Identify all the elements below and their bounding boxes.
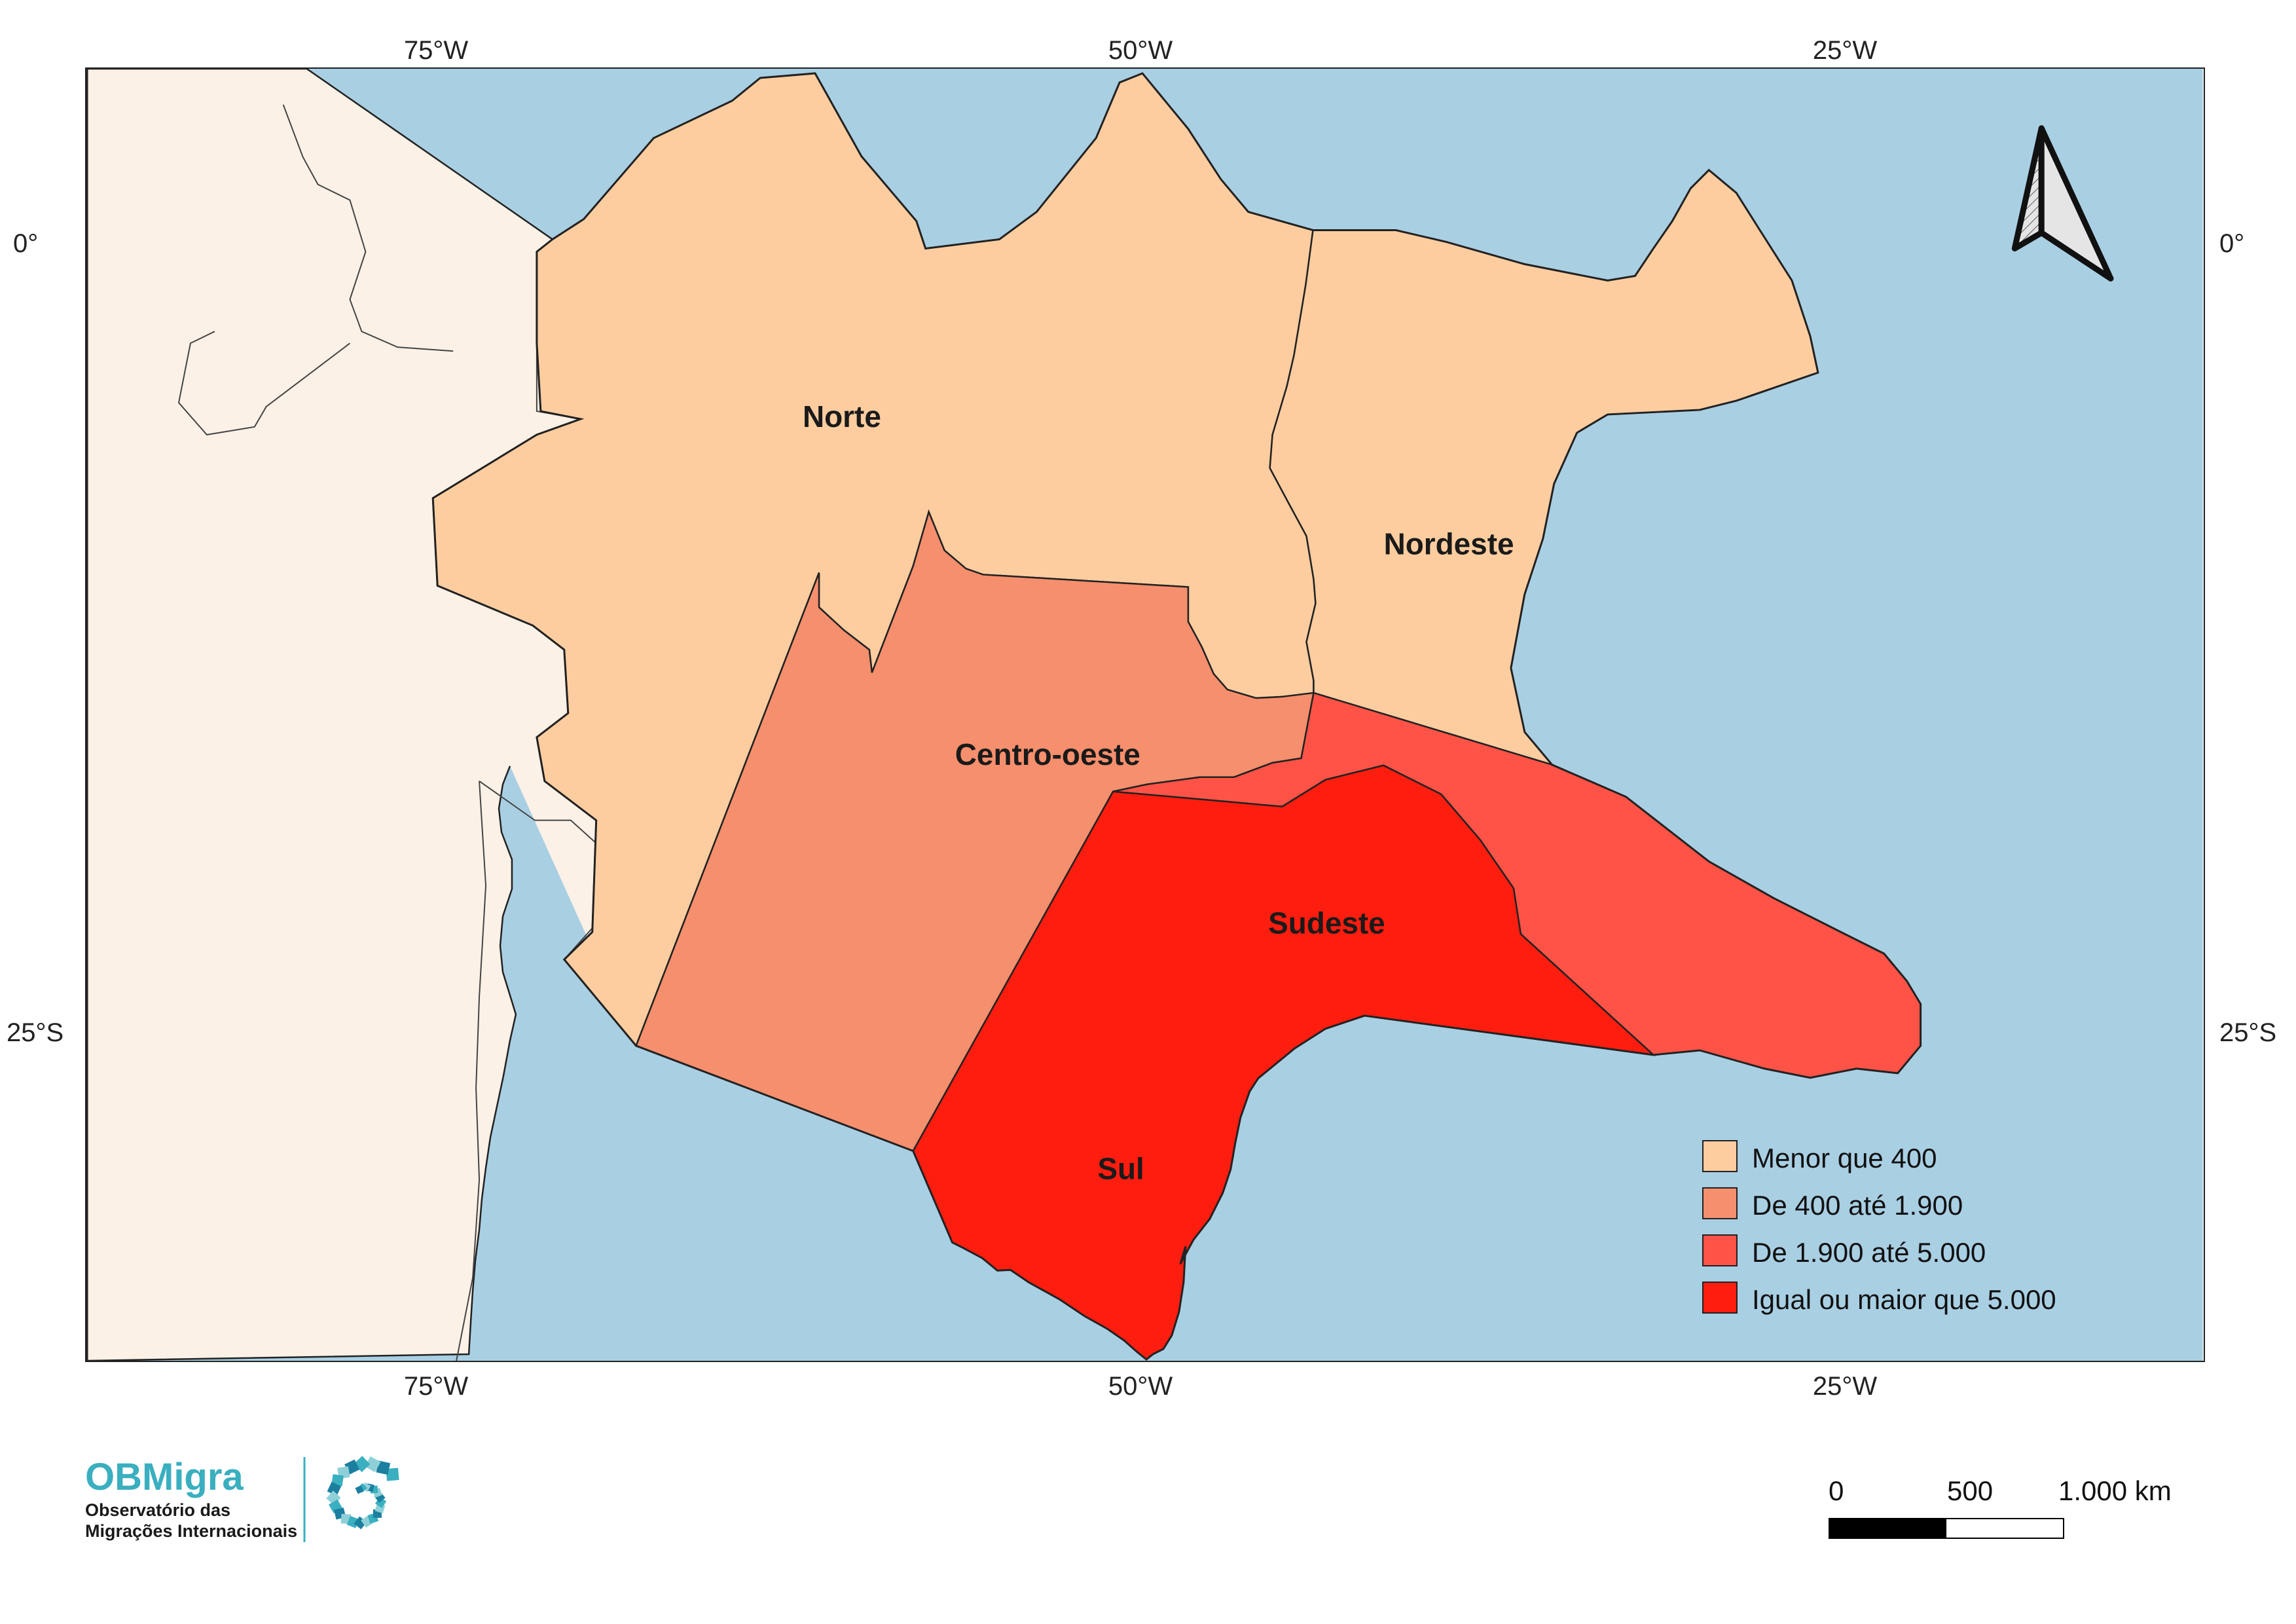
- svg-text:Migrações Internacionais: Migrações Internacionais: [85, 1521, 297, 1541]
- svg-text:Centro-oeste: Centro-oeste: [955, 737, 1140, 771]
- svg-text:Observatório das: Observatório das: [85, 1500, 230, 1520]
- svg-text:OBMigra: OBMigra: [85, 1456, 244, 1498]
- svg-text:Sul: Sul: [1097, 1152, 1144, 1186]
- svg-text:Nordeste: Nordeste: [1384, 526, 1514, 561]
- svg-text:Sudeste: Sudeste: [1268, 906, 1385, 940]
- svg-text:Norte: Norte: [803, 399, 881, 434]
